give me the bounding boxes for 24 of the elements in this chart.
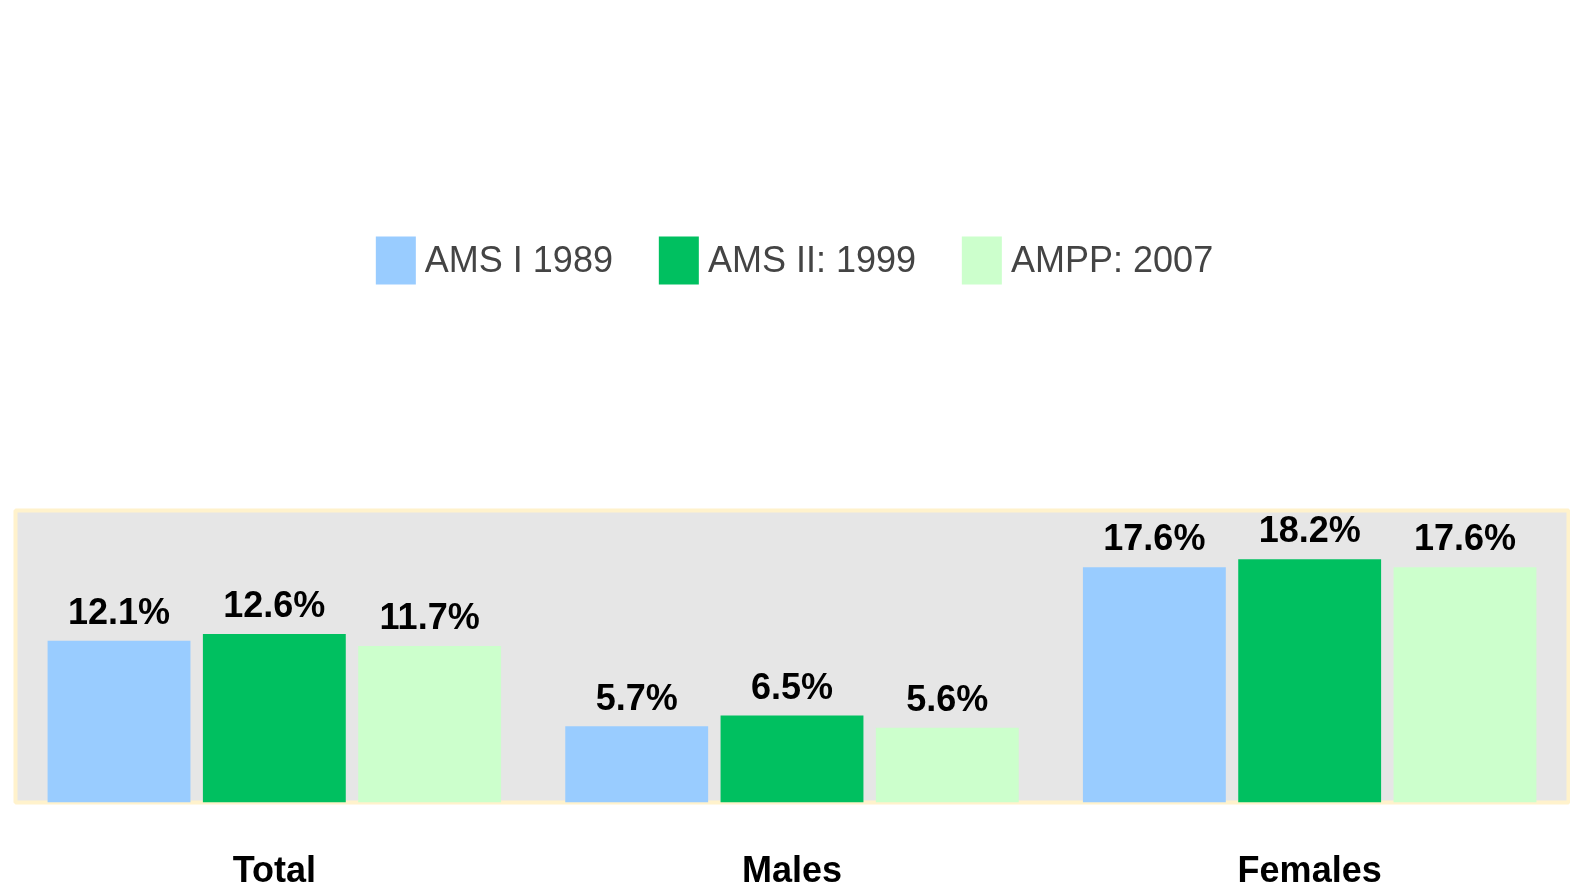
data-label: 18.2% bbox=[1258, 509, 1361, 551]
bar bbox=[1393, 567, 1537, 803]
bar bbox=[202, 634, 346, 803]
data-label: 12.6% bbox=[223, 584, 326, 626]
legend-label: AMS I 1989 bbox=[424, 238, 613, 282]
x-tick-label: Females bbox=[1237, 848, 1382, 890]
bar bbox=[1238, 559, 1382, 803]
x-tick-label: Males bbox=[741, 848, 843, 890]
bar bbox=[875, 727, 1019, 803]
data-label: 12.1% bbox=[68, 590, 171, 632]
bar bbox=[47, 640, 191, 803]
bar bbox=[358, 646, 502, 803]
data-label: 5.7% bbox=[595, 676, 678, 718]
x-tick-label: Total bbox=[232, 848, 316, 890]
legend-label: AMPP: 2007 bbox=[1011, 238, 1214, 282]
data-label: 17.6% bbox=[1413, 517, 1517, 559]
data-label: 6.5% bbox=[750, 665, 834, 707]
bar bbox=[720, 715, 864, 803]
data-label: 17.6% bbox=[1103, 517, 1206, 559]
data-label: 5.6% bbox=[906, 677, 989, 719]
data-label: 11.7% bbox=[379, 596, 480, 638]
bar bbox=[1082, 567, 1226, 803]
bar bbox=[565, 726, 709, 803]
legend-label: AMS II: 1999 bbox=[707, 238, 917, 282]
